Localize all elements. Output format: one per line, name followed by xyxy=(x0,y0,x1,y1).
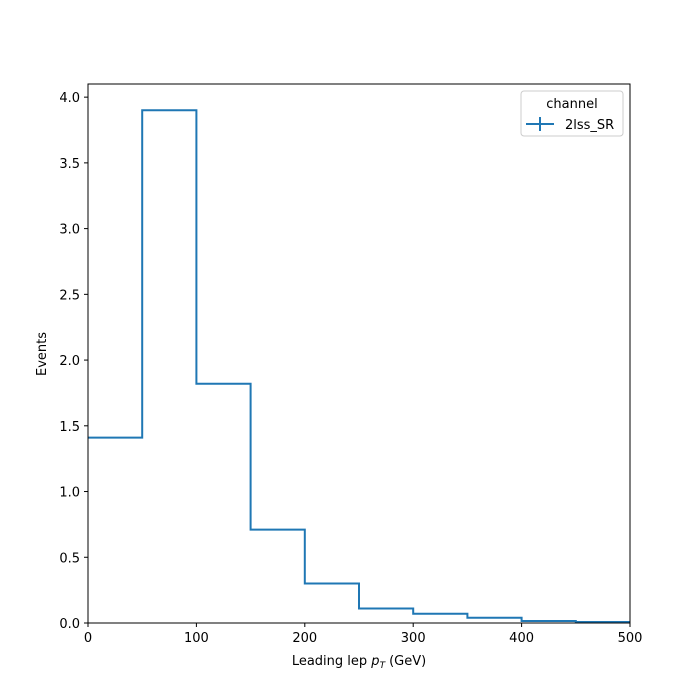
y-tick-label: 1.5 xyxy=(59,420,80,435)
plot-frame xyxy=(87,83,631,624)
y-tick-label: 2.5 xyxy=(59,288,80,303)
y-axis-label: Events xyxy=(35,332,50,376)
y-tick-label: 4.0 xyxy=(59,91,80,106)
legend-title: channel xyxy=(546,97,597,112)
x-axis: 0 100 200 300 400 500 xyxy=(84,623,643,646)
y-tick-label: 1.0 xyxy=(59,486,80,501)
x-tick-label: 300 xyxy=(401,631,426,646)
x-tick-label: 200 xyxy=(292,631,317,646)
x-tick-label: 100 xyxy=(184,631,209,646)
x-tick-label: 0 xyxy=(84,631,92,646)
legend-entry-label: 2lss_SR xyxy=(565,118,614,133)
x-axis-label-subscript: T xyxy=(380,661,387,671)
y-axis: 0.0 0.5 1.0 1.5 2.0 2.5 3.0 3.5 4.0 xyxy=(59,91,88,632)
x-tick-label: 400 xyxy=(509,631,534,646)
x-tick-label: 500 xyxy=(618,631,643,646)
y-tick-label: 0.5 xyxy=(59,551,80,566)
y-tick-label: 2.0 xyxy=(59,354,80,369)
x-axis-label: Leading lep pT (GeV) xyxy=(292,654,426,671)
legend: channel 2lss_SR xyxy=(520,90,624,137)
histogram-step-line-0 xyxy=(88,109,630,623)
x-axis-label-symbol: p xyxy=(370,654,379,669)
x-axis-label-text: Leading lep xyxy=(292,654,367,669)
y-tick-label: 3.0 xyxy=(59,223,80,238)
plot-area xyxy=(87,83,631,624)
x-axis-label-unit: (GeV) xyxy=(389,654,426,669)
y-tick-label: 3.5 xyxy=(59,157,80,172)
y-tick-label: 0.0 xyxy=(59,617,80,632)
